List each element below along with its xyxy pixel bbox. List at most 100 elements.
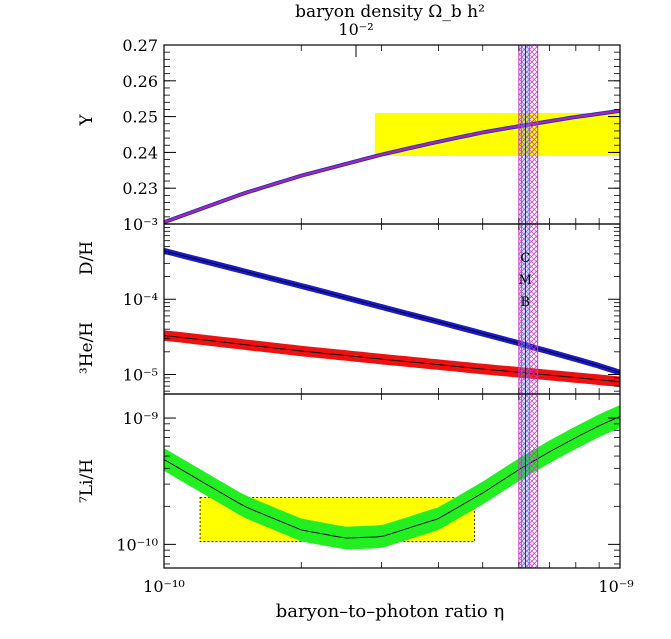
cmb-hatch-line [518, 414, 538, 435]
cmb-hatch-line [665, 394, 671, 568]
cmb-hatch-line [518, 527, 538, 548]
plot-area: 0.23 0.24 0.25 0.26 0.27 10⁻³ 10⁻⁴ 10⁻⁵ 10⁻⁹ 10⁻¹… [116, 36, 671, 569]
cmb-hatch-line [518, 477, 538, 498]
cmb-hatch-line [649, 224, 671, 394]
cmb-hatch-line [609, 224, 671, 394]
cmb-hatch-line [518, 409, 538, 430]
cmb-hatch-line [659, 224, 671, 394]
cmb-hatch-line [609, 224, 671, 394]
cmb-hatch-line [518, 374, 538, 394]
cmb-hatch-line [650, 394, 671, 568]
cmb-hatch-line [518, 224, 538, 244]
cmb-hatch-line [655, 394, 671, 568]
cmb-hatch-line [630, 45, 671, 224]
y-tick-label: 0.27 [122, 36, 158, 55]
cmb-hatch-line [654, 224, 671, 394]
cmb-hatch-line [518, 303, 538, 324]
cmb-hatch-line [625, 394, 671, 568]
cmb-hatch-line [518, 188, 538, 209]
cmb-hatch-line [518, 233, 538, 254]
x-tick-label-max: 10⁻⁹ [598, 577, 634, 596]
cmb-hatch-line [640, 394, 671, 568]
cmb-hatch-line [518, 249, 538, 270]
cmb-hatch-line [639, 224, 671, 394]
cmb-hatch-line [518, 363, 538, 384]
cmb-hatch-line [614, 224, 671, 394]
cmb-hatch-line [630, 394, 671, 568]
cmb-hatch-line [655, 45, 671, 224]
he3-ylabel: ³He/H [77, 322, 97, 374]
chart-title: baryon density Ω_b h² [295, 2, 485, 22]
cmb-hatch-line [665, 45, 671, 224]
cmb-hatch-line [634, 224, 671, 394]
cmb-hatch-line [629, 224, 671, 394]
y-panel-ylabel: Y [77, 114, 97, 127]
cmb-hatch-line [620, 45, 671, 224]
cmb-hatch-line [518, 364, 538, 385]
cmb-hatch-line [635, 394, 671, 568]
cmb-hatch-line [615, 45, 671, 224]
cmb-hatch-line [645, 394, 671, 568]
cmb-hatch-line [655, 45, 671, 224]
cmb-hatch-line [518, 353, 538, 374]
cmb-hatch-line [614, 224, 671, 394]
li-panel-frame [163, 393, 621, 569]
cmb-hatch-line [518, 293, 538, 314]
cmb-hatch-line [660, 45, 671, 224]
cmb-hatch-line [665, 394, 671, 568]
cmb-hatch-line [615, 394, 671, 568]
cmb-hatch-line [625, 45, 671, 224]
cmb-hatch-line [518, 417, 538, 438]
cmb-hatch-line [518, 175, 538, 196]
cmb-hatch-line [625, 394, 671, 568]
cmb-hatch-line [650, 45, 671, 224]
cmb-hatch-line [564, 224, 671, 394]
cmb-hatch-line [645, 45, 671, 224]
cmb-hatch-line [518, 524, 538, 545]
cmb-hatch-line [518, 349, 538, 370]
dhe-series-1-line [164, 335, 620, 383]
cmb-label-letter: M [519, 273, 532, 288]
y-tick-label: 10⁻³ [123, 215, 158, 234]
cmb-hatch-line [518, 68, 538, 89]
cmb-hatch-line [635, 394, 671, 568]
cmb-hatch-line [518, 244, 538, 265]
cmb-hatch-line [645, 394, 671, 568]
cmb-hatch-line [574, 224, 671, 394]
cmb-hatch-line [518, 467, 538, 488]
cmb-hatch-line [523, 224, 538, 239]
y-tick-label: 10⁻⁵ [123, 365, 158, 384]
cmb-hatch-line [518, 532, 538, 553]
cmb-hatch-line [619, 224, 671, 394]
li-series-0-band [164, 405, 620, 550]
cmb-hatch-line [635, 45, 671, 224]
cmb-hatch-line [664, 224, 671, 394]
cmb-label-letter: C [520, 251, 530, 266]
cmb-hatch-line [518, 238, 538, 259]
cmb-hatch-line [518, 462, 538, 483]
cmb-hatch-line [650, 394, 671, 568]
dh-ylabel: D/H [77, 241, 97, 275]
cmb-hatch-line [660, 394, 671, 568]
cmb-hatch-line [518, 60, 538, 81]
cmb-hatch-line [518, 537, 538, 558]
y-tick-label: 0.26 [122, 72, 158, 91]
cmb-hatch-line [518, 128, 538, 149]
y-tick-label: 0.24 [122, 143, 158, 162]
cmb-hatch-line [645, 45, 671, 224]
cmb-hatch-line [665, 45, 671, 224]
cmb-hatch-line [620, 45, 671, 224]
cmb-hatch-line [620, 394, 671, 568]
dhe-series-0-line [164, 250, 620, 374]
cmb-hatch-line [630, 394, 671, 568]
cmb-hatch-line [584, 224, 671, 394]
cmb-hatch-line [664, 224, 671, 394]
cmb-label-letter: B [521, 295, 531, 310]
cmb-hatch-line [518, 70, 538, 91]
cmb-hatch-line [659, 224, 671, 394]
cmb-hatch-line [649, 224, 671, 394]
cmb-hatch-line [518, 298, 538, 319]
x-axis-label: baryon–to–photon ratio η [276, 601, 505, 622]
cmb-hatch-line [574, 224, 671, 394]
